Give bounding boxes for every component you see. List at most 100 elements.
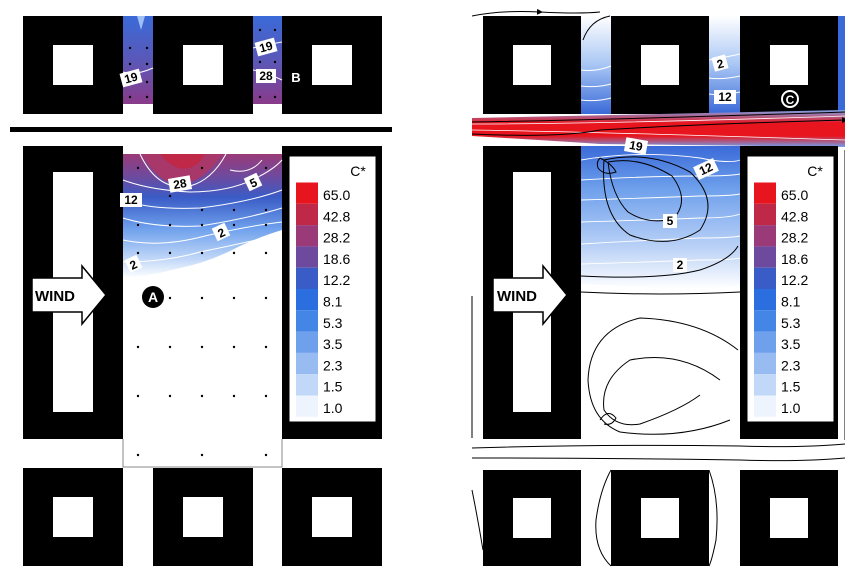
contour-label: 2 [124,254,143,273]
legend-swatch [754,352,776,375]
legend-level-label: 1.5 [323,379,343,395]
svg-text:28: 28 [259,69,273,83]
concentration-gap-1 [123,16,153,104]
svg-text:19: 19 [628,138,644,154]
contour-label: 19 [623,137,649,155]
legend-title: C* [807,163,823,179]
plume-contour-lines [471,115,845,141]
legend-swatch [296,352,318,375]
wind-arrow: WIND [492,263,568,327]
canyon-concentration [123,154,282,278]
contour-label: 12 [693,158,719,180]
svg-text:5: 5 [667,214,674,228]
contour-label: 2 [673,258,687,272]
measurement-points-top [128,28,277,99]
legend-level-label: 2.3 [323,357,343,373]
legend-swatch [754,203,776,226]
legend-level-label: 3.5 [323,336,343,352]
legend-left: C* 65.0 42.8 28.2 18.6 12.2 8.1 5.3 3.5 2.3 1.5 1.… [288,155,377,423]
svg-text:A: A [148,289,158,305]
legend-swatch [754,182,776,204]
canyon-concentration [581,146,740,289]
legend-level-label: 42.8 [781,208,808,224]
wind-arrow: WIND [31,263,107,327]
left-bottom-buildings [23,468,382,566]
courtyard [53,497,93,537]
contour-region [143,154,222,185]
svg-text:B: B [291,70,300,85]
courtyard [641,498,679,538]
contour-label: 12 [714,90,736,104]
contour-label: 19 [119,68,143,88]
contour-label: 28 [167,175,193,193]
svg-text:12: 12 [718,90,732,104]
street-divider [10,127,392,132]
contour-region [137,16,145,30]
legend-level-label: 2.3 [781,357,801,373]
legend-level-label: 18.6 [781,251,808,267]
legend-swatch [296,225,318,247]
svg-text:C: C [786,93,795,107]
legend-level-label: 28.2 [781,230,808,246]
canyon-outline [122,439,283,468]
legend-swatch [296,203,318,226]
legend-right: C* 65.0 42.8 28.2 18.6 12.2 8.1 5.3 3.5 2.3 1.5 1.… [746,155,835,423]
legend-level-label: 65.0 [781,187,808,203]
courtyard [513,45,551,85]
svg-text:WIND: WIND [497,288,537,305]
legend-swatch [754,310,776,332]
legend-swatch [296,289,318,311]
contour-label: 12 [120,193,142,207]
legend-swatch [296,267,318,289]
svg-text:2: 2 [715,56,725,71]
right-top-buildings [483,16,838,114]
svg-text:12: 12 [697,160,715,178]
legend-level-label: 1.0 [323,400,343,416]
courtyard [183,497,223,537]
legend-swatch [296,374,318,396]
legend-level-label: 5.3 [781,315,801,331]
legend-swatch [296,246,318,268]
contour-region [160,154,205,169]
concentration-gap-2 [253,16,282,104]
streamlines [471,8,845,567]
contour-label: 19 [254,37,278,57]
courtyard [312,45,352,85]
legend-level-label: 5.3 [323,315,343,331]
svg-text:12: 12 [124,193,138,207]
courtyard [183,45,223,85]
contour-label: 5 [243,172,263,192]
courtyard [770,45,808,85]
legend-swatch [754,246,776,268]
legend-swatch [754,374,776,396]
legend-level-label: 28.2 [323,230,350,246]
gap-edge [838,16,845,114]
legend-level-label: 1.0 [781,400,801,416]
legend-swatch [754,267,776,289]
legend-swatch [296,182,318,204]
legend-swatch [296,395,318,417]
legend-level-label: 12.2 [323,272,350,288]
courtyard [641,45,679,85]
contour-label: 5 [663,214,677,228]
legend-level-label: 8.1 [781,294,801,310]
contour-label: 2 [211,222,231,242]
legend-level-label: 1.5 [781,379,801,395]
marker-c: C [779,88,801,110]
legend-swatch [754,395,776,417]
legend-swatch [754,331,776,353]
legend-level-label: 8.1 [323,294,343,310]
street-plume [472,110,845,147]
legend-title: C* [350,163,366,179]
legend-swatch [296,331,318,353]
svg-text:19: 19 [123,69,140,86]
legend-level-label: 42.8 [323,208,350,224]
legend-level-label: 3.5 [781,336,801,352]
courtyard [53,45,93,85]
right-bottom-buildings [483,470,838,566]
legend-swatch [754,225,776,247]
legend-level-label: 18.6 [323,251,350,267]
courtyard [770,498,808,538]
svg-text:28: 28 [172,176,188,192]
